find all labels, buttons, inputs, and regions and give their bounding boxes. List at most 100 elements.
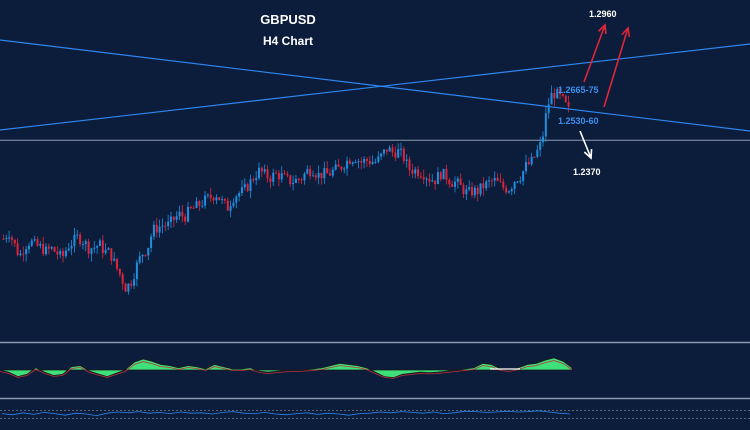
candle-body xyxy=(439,172,442,180)
candle-body xyxy=(33,239,36,241)
candle-body xyxy=(428,178,431,182)
candle-body xyxy=(64,250,67,257)
candle-body xyxy=(263,169,266,172)
chart-title: GBPUSD xyxy=(260,12,316,27)
candle-body xyxy=(249,179,252,192)
candle-body xyxy=(343,168,346,170)
candle-body xyxy=(235,196,238,203)
candle-body xyxy=(527,162,530,165)
candle-body xyxy=(272,172,275,182)
candle-body xyxy=(380,153,383,157)
momentum-line xyxy=(1,410,571,417)
candle-body xyxy=(465,189,468,195)
candle-body xyxy=(113,258,116,261)
candle-body xyxy=(260,167,263,172)
momentum-layer xyxy=(1,410,571,417)
candle-body xyxy=(544,113,547,137)
candle-body xyxy=(223,199,226,201)
candle-body xyxy=(255,178,258,181)
candle-body xyxy=(87,241,90,254)
candle-body xyxy=(47,246,50,249)
candle-body xyxy=(567,101,570,107)
candle-body xyxy=(513,181,516,189)
candles-layer xyxy=(2,85,570,295)
candle-body xyxy=(351,162,354,164)
candle-body xyxy=(81,244,84,246)
candle-body xyxy=(471,187,474,196)
candle-body xyxy=(226,200,229,211)
bearish-arrow-shaft xyxy=(579,130,592,159)
candle-body xyxy=(536,149,539,157)
candle-body xyxy=(382,149,385,154)
candle-body xyxy=(377,156,380,162)
candle-body xyxy=(22,253,25,255)
candle-body xyxy=(187,206,190,222)
candle-body xyxy=(90,248,93,254)
candle-body xyxy=(79,234,82,245)
candle-body xyxy=(175,216,178,220)
candle-body xyxy=(258,167,261,179)
candle-body xyxy=(172,216,175,220)
candle-body xyxy=(161,225,164,227)
candle-body xyxy=(300,179,303,181)
candle-body xyxy=(365,158,368,161)
candle-body xyxy=(73,234,76,246)
candle-body xyxy=(218,197,221,200)
candle-body xyxy=(62,251,65,257)
candle-body xyxy=(542,136,545,143)
candle-body xyxy=(348,160,351,164)
candle-body xyxy=(488,180,491,182)
candle-body xyxy=(346,160,349,169)
candle-body xyxy=(561,94,564,96)
trendlines-layer xyxy=(0,39,750,132)
candle-body xyxy=(98,240,101,246)
candle-body xyxy=(547,104,550,114)
candle-body xyxy=(130,283,133,286)
chart-subtitle: H4 Chart xyxy=(263,34,313,48)
candle-body xyxy=(167,221,170,226)
candle-body xyxy=(16,243,19,256)
candle-body xyxy=(36,239,39,246)
candle-body xyxy=(408,159,411,170)
candle-body xyxy=(67,248,70,251)
candle-body xyxy=(118,268,121,275)
candle-body xyxy=(286,174,289,176)
candle-body xyxy=(152,224,155,237)
candle-body xyxy=(107,248,110,250)
candle-body xyxy=(539,142,542,150)
candle-body xyxy=(556,89,559,99)
candle-body xyxy=(559,89,562,95)
candle-body xyxy=(331,169,334,176)
candle-body xyxy=(507,191,510,193)
candle-body xyxy=(434,180,437,185)
candle-body xyxy=(184,216,187,222)
candle-body xyxy=(385,149,388,152)
candle-body xyxy=(533,156,536,158)
candle-body xyxy=(306,168,309,174)
candle-body xyxy=(266,169,269,179)
candle-body xyxy=(238,193,241,197)
candle-body xyxy=(30,240,33,246)
candle-body xyxy=(499,180,502,182)
candle-body xyxy=(303,173,306,181)
candle-body xyxy=(405,159,408,161)
candle-body xyxy=(53,247,56,252)
candle-body xyxy=(56,251,59,255)
candle-body xyxy=(297,179,300,181)
candle-body xyxy=(493,177,496,181)
candle-body xyxy=(334,164,337,170)
candle-body xyxy=(337,164,340,167)
candle-body xyxy=(317,172,320,178)
candle-body xyxy=(45,246,48,255)
candle-body xyxy=(417,169,420,177)
candle-body xyxy=(13,239,16,244)
candle-body xyxy=(283,173,286,175)
candle-body xyxy=(70,245,73,249)
candle-body xyxy=(25,249,28,255)
candle-body xyxy=(519,180,522,182)
target-down-label: 1.2370 xyxy=(573,167,601,177)
candle-body xyxy=(459,178,462,185)
candle-body xyxy=(209,194,212,198)
candle-body xyxy=(522,171,525,181)
